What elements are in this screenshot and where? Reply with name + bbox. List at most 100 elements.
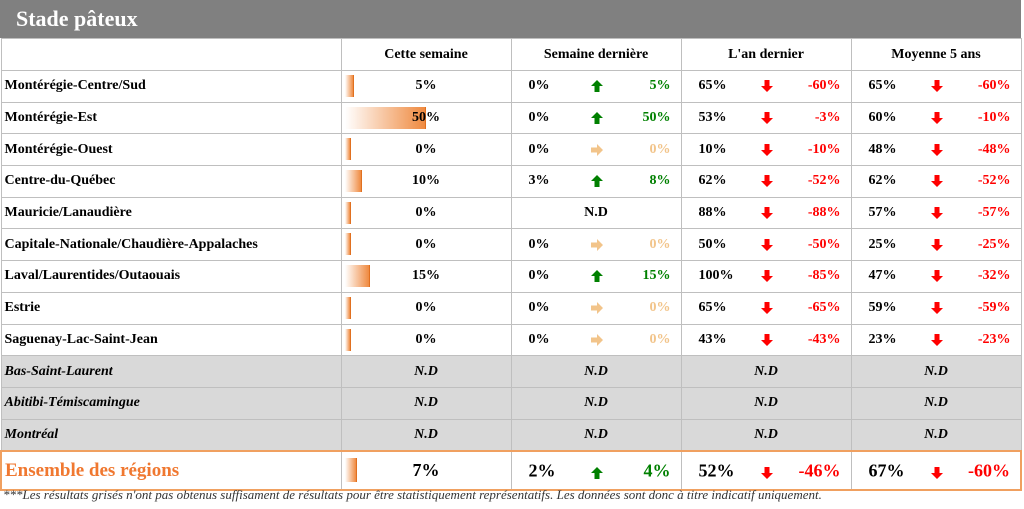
header-last-week: Semaine dernière	[510, 38, 682, 71]
progress-bar	[344, 296, 351, 319]
table-row: Montréal N.D N.D N.D N.D	[0, 418, 1022, 452]
arrow-down-icon	[760, 269, 774, 283]
progress-bar	[344, 328, 351, 351]
last-year-delta: -60%	[807, 78, 841, 94]
last-year-cell: 50% -50%	[680, 228, 852, 262]
last-week-nd: N.D	[510, 386, 682, 420]
arrow-down-icon	[930, 79, 944, 93]
header-last-year: L'an dernier	[680, 38, 852, 71]
last-year-delta: -85%	[807, 268, 841, 284]
last-week-value: 0%	[528, 331, 550, 347]
last-week-nd: N.D	[510, 355, 682, 388]
arrow-up-icon	[590, 174, 604, 188]
last-year-cell: 100% -85%	[680, 260, 852, 293]
table-row: Abitibi-Témiscamingue N.D N.D N.D N.D	[0, 386, 1022, 420]
last-week-cell: 0% 0%	[510, 133, 682, 167]
this-week-cell: 0%	[340, 323, 512, 357]
last-year-value: 65%	[698, 78, 727, 94]
arrow-down-icon	[760, 464, 774, 479]
last-week-value: 0%	[528, 110, 550, 126]
progress-bar	[344, 265, 370, 288]
avg-5yr-value: 48%	[868, 141, 897, 157]
last-week-delta: 4%	[643, 460, 671, 481]
avg-5yr-cell: 25% -25%	[850, 228, 1022, 262]
last-year-value: 65%	[698, 300, 727, 316]
table-row: Capitale-Nationale/Chaudière-Appalaches 0…	[0, 228, 1022, 262]
region-name: Montérégie-Centre/Sud	[0, 70, 342, 103]
arrow-down-icon	[930, 333, 944, 347]
progress-bar	[344, 106, 426, 129]
this-week-value: 7%	[412, 460, 440, 481]
this-week-value: 50%	[412, 110, 440, 126]
last-week-delta: 50%	[642, 110, 671, 126]
last-year-cell: 10% -10%	[680, 133, 852, 167]
progress-bar	[344, 170, 362, 193]
arrow-right-icon	[590, 143, 604, 157]
avg-5yr-delta: -48%	[977, 141, 1011, 157]
last-year-nd: N.D	[680, 418, 852, 452]
region-name: Montréal	[0, 418, 342, 452]
avg-5yr-delta: -23%	[977, 331, 1011, 347]
arrow-right-icon	[590, 238, 604, 252]
avg-5yr-cell: 62% -52%	[850, 165, 1022, 198]
region-name: Bas-Saint-Laurent	[0, 355, 342, 388]
last-year-value: 50%	[698, 236, 727, 252]
avg-5yr-delta: -32%	[977, 268, 1011, 284]
last-year-nd: N.D	[680, 355, 852, 388]
last-week-value: 0%	[528, 78, 550, 94]
last-year-nd: N.D	[680, 386, 852, 420]
data-table: Cette semaine Semaine dernière L'an dern…	[0, 38, 1022, 492]
avg-nd: N.D	[850, 386, 1022, 420]
avg-5yr-value: 65%	[868, 78, 897, 94]
avg-5yr-cell: 67% -60%	[850, 450, 1022, 492]
arrow-down-icon	[760, 143, 774, 157]
last-week-delta: 15%	[642, 268, 671, 284]
this-week-nd: N.D	[340, 355, 512, 388]
this-week-value: 0%	[415, 331, 437, 347]
arrow-down-icon	[760, 301, 774, 315]
last-week-value: 2%	[528, 460, 556, 481]
last-year-cell: 88% -88%	[680, 196, 852, 230]
table-row: Montérégie-Est 50% 0% 50% 53% -3% 60% -10%	[0, 101, 1022, 135]
avg-5yr-value: 25%	[868, 236, 897, 252]
arrow-down-icon	[760, 79, 774, 93]
avg-5yr-delta: -52%	[977, 173, 1011, 189]
last-year-cell: 62% -52%	[680, 165, 852, 198]
avg-5yr-value: 60%	[868, 110, 897, 126]
this-week-value: 0%	[415, 300, 437, 316]
avg-5yr-delta: -25%	[977, 236, 1011, 252]
progress-bar	[344, 458, 357, 483]
avg-5yr-cell: 65% -60%	[850, 70, 1022, 103]
header-this-week: Cette semaine	[340, 38, 512, 71]
region-name: Estrie	[0, 291, 342, 325]
this-week-cell: 0%	[340, 196, 512, 230]
avg-5yr-cell: 23% -23%	[850, 323, 1022, 357]
last-year-delta: -43%	[807, 331, 841, 347]
last-year-value: 88%	[698, 205, 727, 221]
table-row: Centre-du-Québec 10% 3% 8% 62% -52% 62% -52%	[0, 165, 1022, 198]
region-name: Abitibi-Témiscamingue	[0, 386, 342, 420]
arrow-down-icon	[930, 206, 944, 220]
table-row: Montérégie-Centre/Sud 5% 0% 5% 65% -60% 65% -60…	[0, 70, 1022, 103]
this-week-value: 10%	[412, 173, 440, 189]
this-week-cell: 0%	[340, 133, 512, 167]
last-week-nd: N.D	[510, 418, 682, 452]
last-year-value: 100%	[698, 268, 734, 284]
table-row: Mauricie/Lanaudière 0% N.D 88% -88% 57% -57%	[0, 196, 1022, 230]
this-week-cell: 5%	[340, 70, 512, 103]
last-week-delta: 0%	[649, 331, 671, 347]
arrow-down-icon	[760, 174, 774, 188]
avg-5yr-value: 59%	[868, 300, 897, 316]
header-5yr-avg: Moyenne 5 ans	[850, 38, 1022, 71]
last-week-cell: 0% 15%	[510, 260, 682, 293]
last-year-cell: 43% -43%	[680, 323, 852, 357]
last-year-delta: -46%	[798, 460, 841, 481]
this-week-value: 0%	[415, 141, 437, 157]
last-week-cell: 0% 50%	[510, 101, 682, 135]
region-name: Laval/Laurentides/Outaouais	[0, 260, 342, 293]
region-name: Capitale-Nationale/Chaudière-Appalaches	[0, 228, 342, 262]
arrow-up-icon	[590, 79, 604, 93]
last-year-cell: 52% -46%	[680, 450, 852, 492]
last-year-value: 53%	[698, 110, 727, 126]
table-row: Saguenay-Lac-Saint-Jean 0% 0% 0% 43% -43% 23% -…	[0, 323, 1022, 357]
